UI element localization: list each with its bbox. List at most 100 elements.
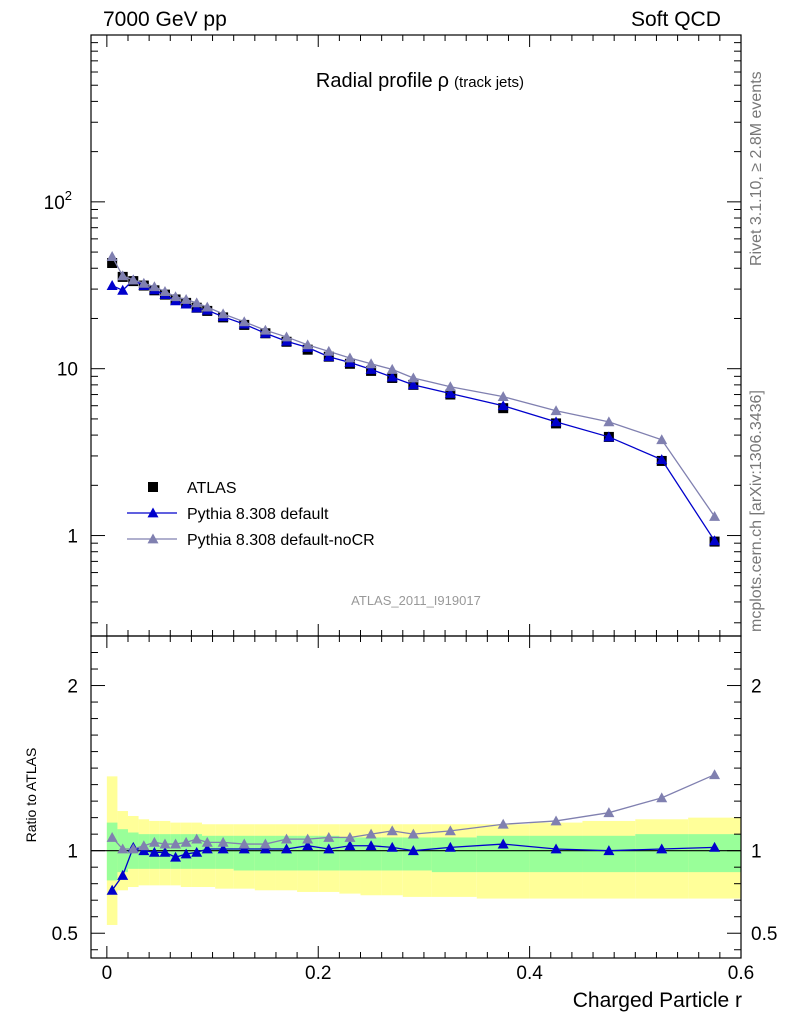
ratio-point [259, 843, 271, 854]
legend-marker [147, 507, 159, 518]
data-point [201, 301, 213, 312]
data-point [107, 258, 118, 269]
ratio-point [550, 843, 562, 854]
ratio-axis-label: Ratio to ATLAS [23, 748, 39, 843]
ratio-point [170, 851, 182, 862]
legend-label: Pythia 8.308 default-noCR [187, 532, 375, 549]
legend-label: ATLAS [187, 480, 237, 497]
band-inner [106, 822, 118, 881]
ratio-point [191, 833, 203, 844]
ratio-point [344, 840, 356, 851]
legend-marker [147, 533, 159, 544]
ratio-point [170, 838, 182, 849]
ratio-point [238, 843, 250, 854]
analysis-tag: ATLAS_2011_I919017 [351, 593, 481, 608]
ratio-point [106, 831, 118, 842]
ratio-point [238, 838, 250, 849]
band-inner [297, 835, 319, 871]
ratio-point [497, 818, 509, 829]
data-point [603, 431, 615, 442]
ratio-point [444, 825, 456, 836]
ratio-point [180, 848, 192, 859]
ratio-point [281, 843, 293, 854]
ratio-point [201, 836, 213, 847]
series-2 [106, 251, 721, 521]
ratio-point [344, 831, 356, 842]
ratio-point [138, 845, 150, 856]
band-inner [431, 837, 477, 873]
ratio-point [180, 836, 192, 847]
ratio-frame [90, 635, 742, 959]
band-inner [688, 834, 741, 873]
data-point [117, 284, 129, 295]
data-point [656, 454, 668, 465]
data-point [117, 270, 129, 281]
data-point [603, 416, 615, 427]
header-left: 7000 GeV pp [103, 8, 227, 31]
series-1 [106, 274, 721, 546]
legend: ATLAS Pythia 8.308 default Pythia 8.308 de… [127, 480, 375, 549]
ratio-point [365, 840, 377, 851]
frames: 0 0.2 0.4 0.6 1 10 102 0.5 0.5 1 1 2 2 [44, 34, 777, 984]
data-point [170, 291, 182, 302]
ratio-point [656, 792, 668, 803]
ratio-point [603, 845, 615, 856]
x-tick-label: 0 [102, 963, 113, 984]
data-point [323, 345, 335, 356]
data-point [365, 363, 377, 374]
ratio-point [709, 841, 721, 852]
data-point [365, 358, 377, 369]
y-tick-label: 10 [57, 360, 78, 381]
header-right: Soft QCD [631, 8, 721, 31]
ratio-point [148, 836, 160, 847]
ratio-point [259, 838, 271, 849]
x-tick-label: 0.2 [305, 963, 331, 984]
ratio-point [302, 840, 314, 851]
data-point [106, 251, 118, 261]
ratio-point [709, 769, 721, 780]
data-point [259, 324, 271, 335]
ratio-plot [91, 769, 741, 925]
band-inner [170, 834, 181, 869]
ratio-point [191, 846, 203, 857]
legend-label: Pythia 8.308 default [187, 506, 329, 523]
data-point [386, 363, 398, 374]
ratio-point [217, 843, 229, 854]
ratio-point [106, 884, 118, 895]
ratio-tick-label-right: 1 [751, 842, 762, 863]
data-point [127, 274, 139, 285]
data-point [386, 371, 398, 382]
ratio-point [117, 869, 129, 880]
ratio-point [217, 836, 229, 847]
ratio-tick-label: 2 [67, 677, 78, 698]
main-plot [106, 251, 721, 547]
data-point [444, 381, 456, 392]
ratio-tick-label: 1 [67, 842, 78, 863]
ratio-point [386, 825, 398, 836]
ratio-point [127, 843, 139, 854]
ratio-point [201, 843, 213, 854]
data-point [148, 281, 160, 292]
ratio-point [386, 841, 398, 852]
data-point [550, 405, 562, 416]
ratio-point [148, 846, 160, 857]
ratio-point [444, 841, 456, 852]
ratio-point [138, 840, 150, 851]
x-axis-label: Charged Particle r [573, 989, 742, 1012]
y-tick-label: 102 [44, 188, 72, 214]
chart-labels: Radial profile ρ (track jets) ATLAS_2011_I… [23, 70, 742, 1012]
band-inner [381, 837, 403, 871]
data-point [191, 302, 203, 313]
data-point [138, 277, 150, 288]
ratio-series-2 [106, 769, 721, 854]
ratio-point [497, 838, 509, 849]
ratio-point [323, 843, 335, 854]
data-point [238, 316, 250, 327]
legend-marker [148, 482, 158, 492]
data-point [302, 339, 314, 350]
y-tick-label: 1 [67, 527, 78, 548]
x-tick-label: 0.4 [516, 963, 543, 984]
data-point [497, 391, 509, 402]
data-point [191, 297, 203, 308]
